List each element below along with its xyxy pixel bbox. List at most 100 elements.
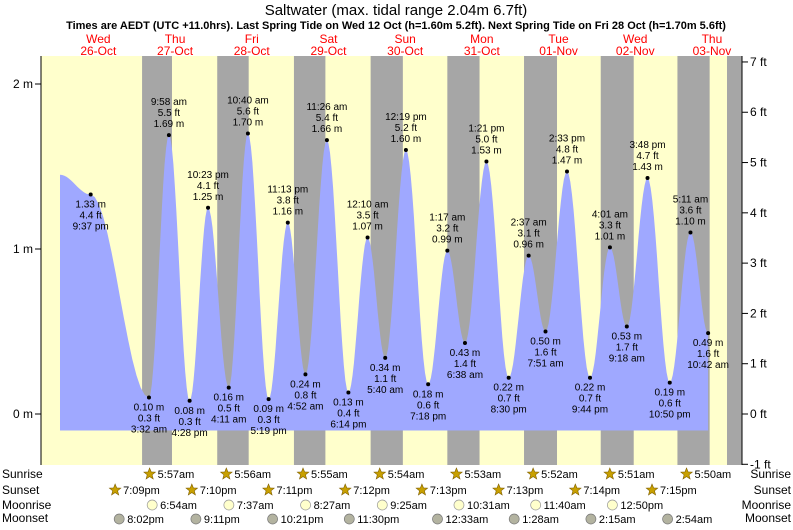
tide-time: 4:01 am bbox=[592, 209, 628, 220]
tide-point bbox=[383, 355, 388, 360]
tide-height-m: 1.66 m bbox=[312, 124, 343, 135]
sun-icon bbox=[296, 467, 310, 480]
tide-point bbox=[543, 329, 548, 334]
tide-time: 10:40 am bbox=[227, 96, 269, 107]
tide-time: 1:21 pm bbox=[468, 124, 504, 135]
row-label-moonrise-right: Moonrise bbox=[742, 498, 792, 512]
tide-height-ft: 0.4 ft bbox=[337, 409, 359, 420]
tide-height-m: 0.22 m bbox=[575, 383, 606, 394]
day-header-date: 02-Nov bbox=[616, 44, 655, 58]
tide-height-m: 0.13 m bbox=[333, 398, 364, 409]
day-header-dow: Mon bbox=[470, 32, 493, 46]
row-label-moonset-right: Moonset bbox=[745, 511, 792, 525]
tide-point bbox=[526, 253, 531, 258]
tide-height-ft: 1.4 ft bbox=[454, 359, 476, 370]
tide-point bbox=[146, 395, 151, 400]
moonset-time: 10:21pm bbox=[281, 514, 324, 525]
day-header-date: 29-Oct bbox=[310, 44, 347, 58]
tide-labels: 1.33 m4.4 ft9:37 pm0.10 m0.3 ft3:32 am9:… bbox=[73, 96, 729, 439]
right-tick-label: 2 ft bbox=[750, 306, 767, 320]
sun-icon bbox=[449, 467, 463, 480]
sunrise-time: 5:54am bbox=[388, 469, 425, 481]
moonrise-time: 10:31am bbox=[467, 500, 510, 512]
tide-point bbox=[667, 380, 672, 385]
tide-height-m: 0.34 m bbox=[370, 363, 401, 374]
tide-height-m: 1.07 m bbox=[352, 221, 383, 232]
moonrise-icon bbox=[607, 499, 618, 511]
tide-point bbox=[484, 159, 489, 164]
tide-time: 10:50 pm bbox=[649, 410, 691, 421]
tide-height-m: 0.08 m bbox=[174, 406, 205, 417]
day-header-dow: Sat bbox=[319, 32, 338, 46]
tide-height-ft: 4.8 ft bbox=[556, 144, 578, 155]
tide-point bbox=[88, 192, 93, 197]
sunset-time: 7:12pm bbox=[353, 485, 390, 497]
sun-icon bbox=[262, 483, 275, 496]
tide-height-m: 1.47 m bbox=[552, 155, 583, 166]
day-header-date: 01-Nov bbox=[539, 44, 578, 58]
sun-icon bbox=[415, 483, 429, 496]
moonrise-time: 7:37am bbox=[237, 500, 274, 512]
tide-time: 5:19 pm bbox=[251, 426, 287, 437]
tide-height-ft: 3.8 ft bbox=[277, 196, 299, 207]
tide-height-ft: 0.6 ft bbox=[659, 399, 681, 410]
sun-icon bbox=[338, 483, 352, 496]
moonset-time: 2:15am bbox=[599, 514, 636, 525]
day-header-dow: Fri bbox=[245, 32, 259, 46]
day-header-date: 27-Oct bbox=[157, 44, 194, 58]
sunrise-time: 5:55am bbox=[311, 469, 348, 481]
moonrise-icon bbox=[376, 499, 388, 511]
tide-time: 4:28 pm bbox=[172, 428, 208, 439]
tide-time: 6:14 pm bbox=[330, 420, 366, 431]
right-tick-label: 1 ft bbox=[750, 357, 767, 371]
sunrise-time: 5:51am bbox=[618, 469, 655, 481]
tide-time: 3:48 pm bbox=[629, 140, 665, 151]
moonset-icon bbox=[267, 513, 278, 525]
day-header-dow: Thu bbox=[702, 32, 723, 46]
day-header-date: 26-Oct bbox=[80, 44, 117, 58]
moonrise-time: 6:54am bbox=[160, 500, 197, 512]
tide-time: 9:58 am bbox=[151, 97, 187, 108]
tide-height-ft: 5.6 ft bbox=[237, 107, 259, 118]
tide-height-m: 1.33 m bbox=[75, 200, 106, 211]
tide-time: 8:30 pm bbox=[491, 405, 527, 416]
left-tick-label: 1 m bbox=[13, 242, 33, 256]
tide-height-m: 0.09 m bbox=[253, 404, 284, 415]
moonrise-icon bbox=[453, 499, 465, 511]
tide-time: 11:13 pm bbox=[267, 185, 308, 196]
day-headers: Wed26-OctThu27-OctFri28-OctSat29-OctSun3… bbox=[80, 32, 731, 58]
tide-point bbox=[403, 148, 408, 152]
tide-height-m: 0.10 m bbox=[134, 403, 165, 414]
tide-time: 10:23 pm bbox=[187, 170, 229, 181]
tide-height-ft: 0.7 ft bbox=[498, 394, 520, 405]
tide-point bbox=[206, 205, 211, 210]
sunset-time: 7:11pm bbox=[277, 485, 313, 497]
left-tick-label: 0 m bbox=[13, 407, 33, 421]
tide-height-ft: 0.7 ft bbox=[579, 394, 601, 405]
row-label-sunrise-left: Sunrise bbox=[2, 467, 43, 481]
tide-point bbox=[587, 375, 592, 380]
tide-time: 4:52 am bbox=[287, 401, 323, 412]
tide-time: 7:51 am bbox=[527, 359, 563, 370]
sun-icon bbox=[645, 483, 659, 496]
tide-point bbox=[607, 245, 612, 250]
day-header-dow: Wed bbox=[86, 32, 110, 46]
tide-height-ft: 0.6 ft bbox=[417, 400, 439, 411]
tide-height-m: 0.99 m bbox=[432, 235, 463, 246]
moonrise-time: 12:50pm bbox=[620, 500, 663, 512]
tide-curve bbox=[60, 133, 709, 431]
sunrise-time: 5:53am bbox=[464, 469, 501, 481]
right-tick-label: 3 ft bbox=[750, 256, 767, 270]
moonset-time: 12:33am bbox=[446, 514, 489, 525]
tide-height-ft: 4.1 ft bbox=[197, 181, 219, 192]
tide-height-ft: 0.8 ft bbox=[294, 390, 316, 401]
tide-time: 11:26 am bbox=[306, 102, 347, 113]
day-header-dow: Thu bbox=[165, 32, 186, 46]
tide-point bbox=[166, 133, 171, 138]
sun-icon bbox=[526, 467, 540, 480]
sunset-time: 7:09pm bbox=[123, 485, 160, 497]
tide-point bbox=[187, 398, 192, 403]
moonset-time: 1:28am bbox=[522, 514, 559, 525]
night-band bbox=[727, 56, 742, 465]
